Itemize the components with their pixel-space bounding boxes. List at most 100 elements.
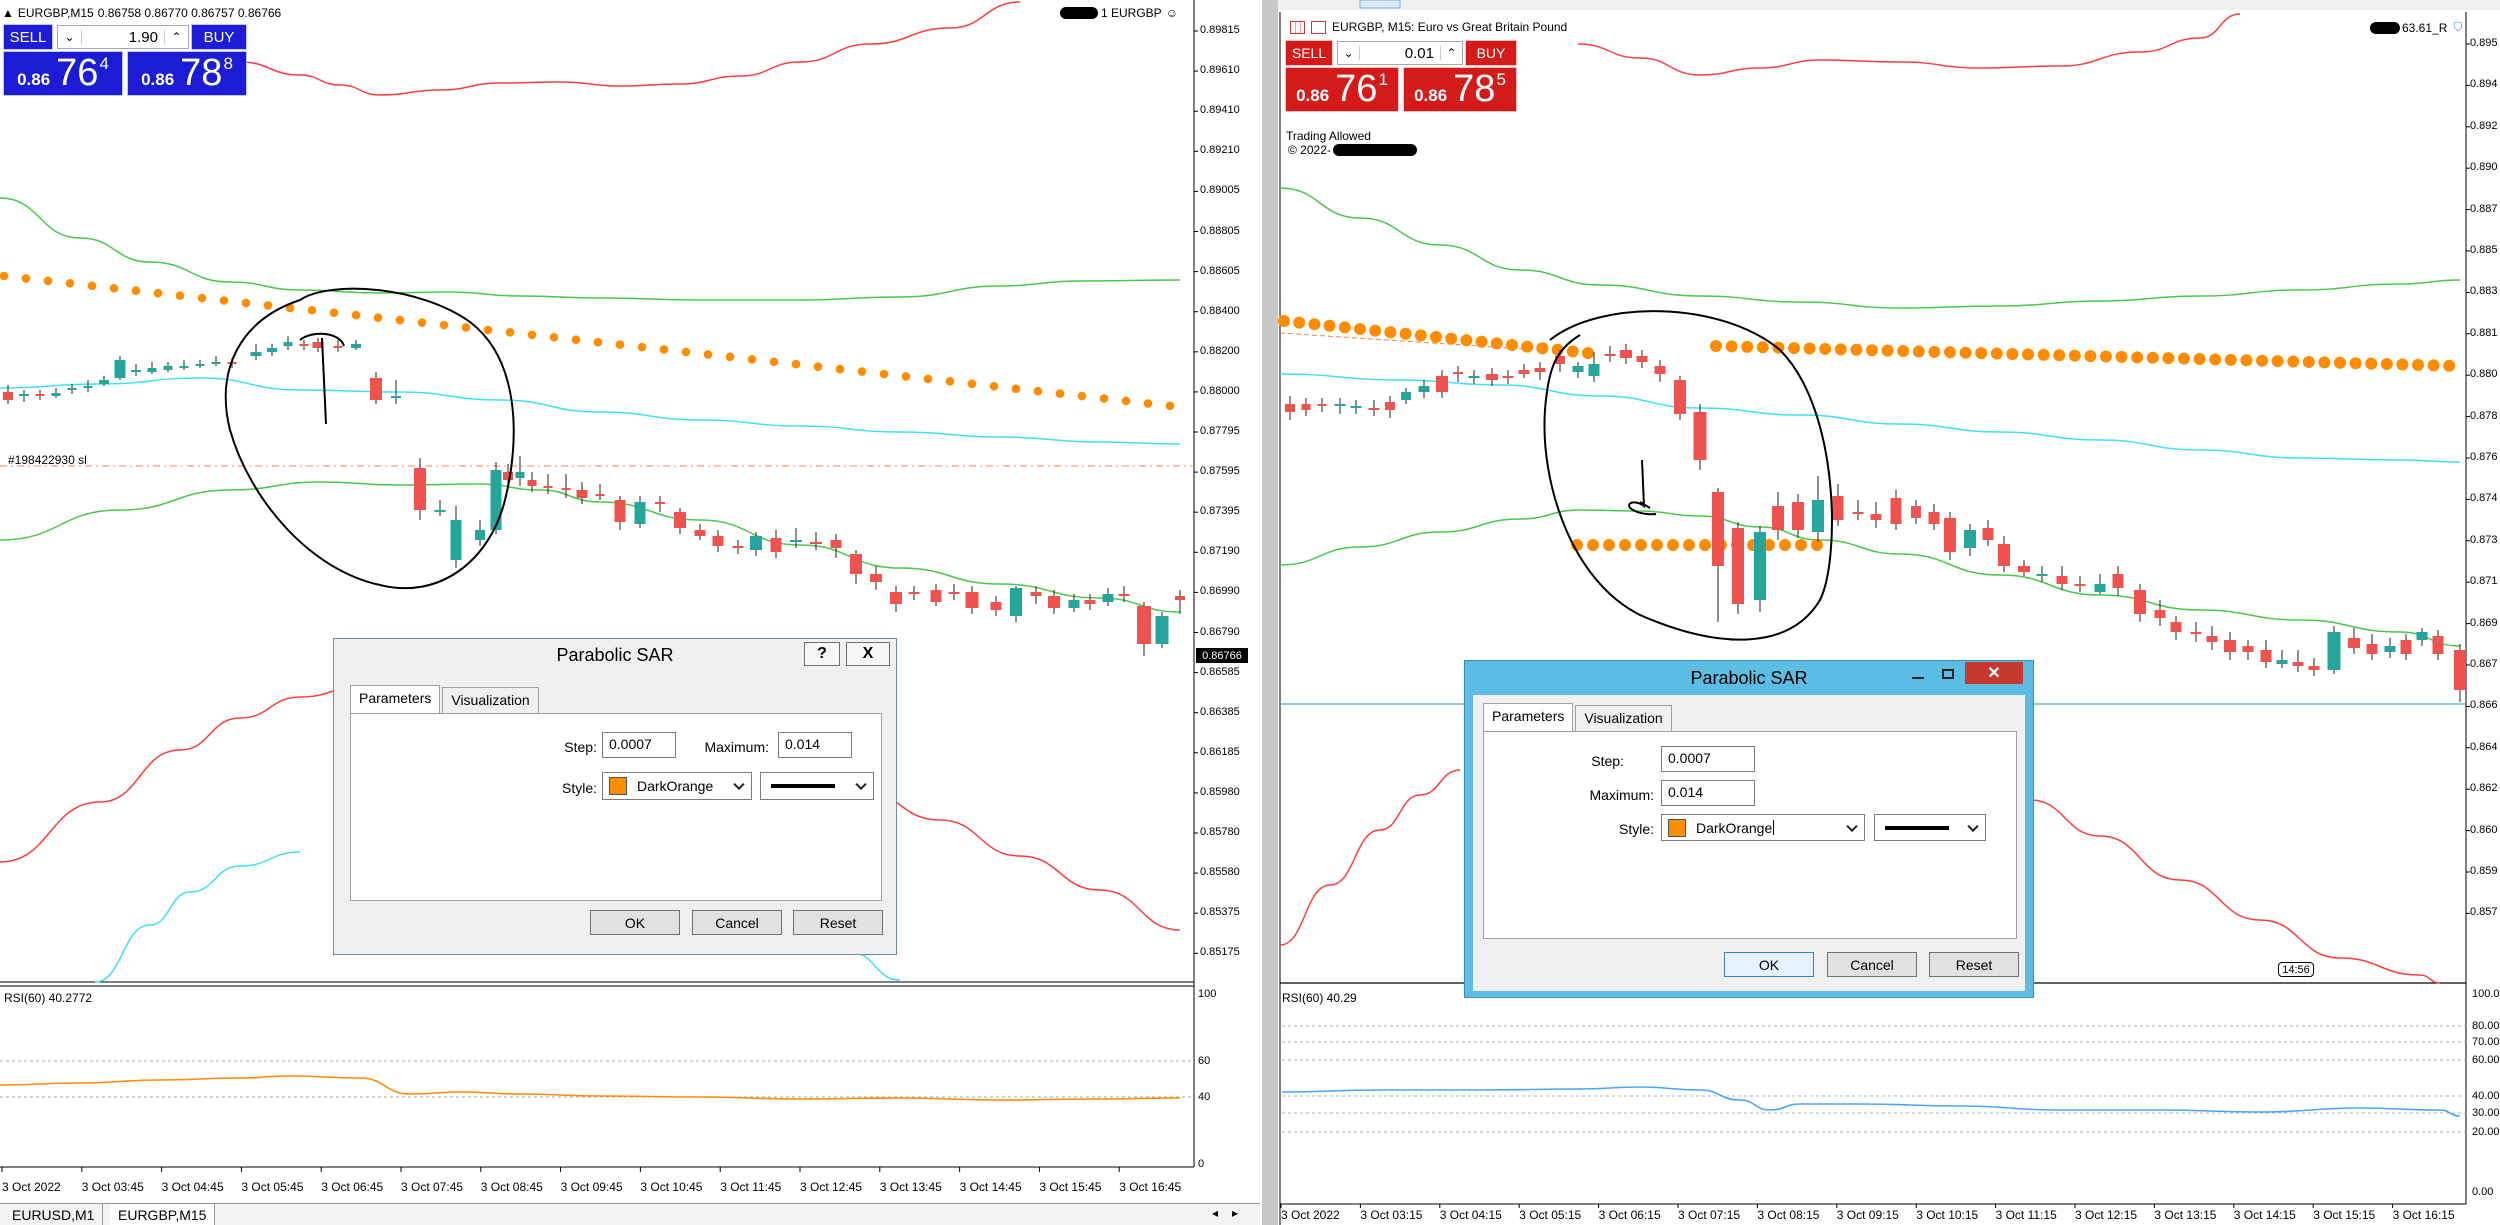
- right-dialog-titlebar[interactable]: Parabolic SAR: [1465, 661, 2033, 695]
- right-candle-body: [1604, 354, 1616, 356]
- right-lot-control[interactable]: ⌄ 0.01 ⌃: [1337, 41, 1463, 65]
- left-sell-button[interactable]: SELL: [3, 24, 53, 50]
- left-price-label: 0.87795: [1200, 425, 1240, 437]
- right-candle-body: [1502, 376, 1514, 378]
- tab-visualization[interactable]: Visualization: [442, 687, 539, 713]
- left-lot-value[interactable]: 1.90: [128, 28, 158, 46]
- right-time-label: 3 Oct 10:15: [1916, 1208, 1979, 1222]
- left-annotation-mark: [299, 332, 345, 425]
- left-sar-dot: [87, 281, 97, 291]
- right-candle-body: [1453, 372, 1463, 374]
- right-sar-dot-upper-a: [1293, 316, 1306, 329]
- tab-scroll-right-icon[interactable]: ▸: [1232, 1206, 1239, 1220]
- maximum-label: Maximum:: [1589, 787, 1654, 803]
- left-sell-price-button[interactable]: 0.86 76 4: [3, 51, 123, 96]
- left-dialog-tabs: Parameters Visualization: [350, 685, 541, 715]
- right-time-label: 3 Oct 15:15: [2313, 1208, 2376, 1222]
- right-sar-dot-upper-b: [2334, 356, 2346, 369]
- price-big: 78: [1453, 68, 1496, 110]
- right-candle-body: [1350, 406, 1362, 408]
- left-candle-body: [576, 490, 588, 498]
- right-sar-dot-upper-b: [2396, 358, 2409, 371]
- line-style-select[interactable]: [1874, 814, 1986, 841]
- left-candle-body: [930, 590, 942, 602]
- chevron-down-icon[interactable]: ⌄: [1338, 46, 1360, 60]
- color-select[interactable]: DarkOrange: [1661, 814, 1865, 841]
- cancel-button[interactable]: Cancel: [692, 910, 782, 935]
- color-select[interactable]: DarkOrange: [602, 772, 752, 800]
- left-candle-body: [1084, 600, 1096, 604]
- ok-button[interactable]: OK: [1724, 952, 1814, 977]
- minimize-button[interactable]: [1903, 663, 1933, 685]
- reset-button[interactable]: Reset: [1929, 952, 2019, 977]
- right-sar-dot-upper-a: [1582, 347, 1594, 359]
- close-button[interactable]: ✕: [1965, 662, 2023, 684]
- chevron-up-icon[interactable]: ⌃: [164, 30, 188, 44]
- tab-scroll-left-icon[interactable]: ◂: [1212, 1206, 1219, 1220]
- text-cursor: [1773, 820, 1775, 835]
- left-candle-body: [351, 344, 361, 348]
- right-sar-dot-upper-b: [1834, 343, 1847, 356]
- right-candle-body: [1732, 528, 1744, 604]
- right-time-badge: 14:56: [2278, 962, 2314, 977]
- left-sar-dot: [351, 310, 361, 320]
- right-sar-dot-upper-b: [2178, 352, 2190, 365]
- reset-button[interactable]: Reset: [793, 910, 883, 935]
- smiley-icon: ☺: [1165, 6, 1178, 20]
- maximize-button[interactable]: [1933, 663, 1963, 685]
- right-candle-body: [2366, 644, 2378, 654]
- left-sar-dot: [483, 325, 493, 335]
- chevron-down-icon[interactable]: ⌄: [58, 30, 82, 44]
- left-price-label: 0.87395: [1200, 505, 1240, 518]
- maximum-input[interactable]: 0.014: [778, 732, 852, 758]
- right-buy-price-button[interactable]: 0.86 78 5: [1403, 67, 1517, 112]
- step-input[interactable]: 0.0007: [602, 732, 676, 758]
- left-candle-body: [283, 342, 293, 346]
- right-terminal-bg: [1278, 0, 2500, 1225]
- right-account-tag: 63.61_R ⛉: [2370, 20, 2462, 35]
- right-price-label: 0.883: [2470, 285, 2498, 298]
- left-price-label: 0.89005: [1200, 184, 1240, 197]
- right-price-label: 0.895: [2470, 37, 2498, 49]
- left-dialog-titlebar[interactable]: Parabolic SAR: [334, 639, 896, 671]
- window-divider: [1262, 0, 1278, 1225]
- right-sell-price-button[interactable]: 0.86 76 1: [1285, 67, 1399, 112]
- left-lot-control[interactable]: ⌄ 1.90 ⌃: [57, 25, 189, 49]
- right-lot-value[interactable]: 0.01: [1404, 44, 1434, 62]
- tab-parameters[interactable]: Parameters: [1483, 703, 1574, 731]
- right-candle-body: [2206, 636, 2218, 642]
- tab-visualization[interactable]: Visualization: [1575, 705, 1672, 731]
- right-sar-dot-upper-b: [2240, 354, 2253, 367]
- cancel-button[interactable]: Cancel: [1827, 952, 1917, 977]
- chevron-up-icon[interactable]: ⌃: [1440, 46, 1462, 60]
- right-time-label: 3 Oct 2022: [1281, 1208, 1340, 1222]
- left-sar-dot: [593, 337, 603, 347]
- tab-eurgbp-m15[interactable]: EURGBP,M15: [110, 1204, 216, 1225]
- right-candle-body: [2170, 622, 2182, 632]
- right-sar-dot-upper-b: [2256, 354, 2268, 367]
- close-button[interactable]: X: [846, 642, 890, 666]
- maximum-input[interactable]: 0.014: [1661, 780, 1755, 806]
- left-current-price-badge: 0.86766: [1196, 648, 1248, 663]
- left-buy-price-button[interactable]: 0.86 78 8: [127, 51, 247, 96]
- left-sar-dot: [263, 301, 273, 310]
- left-sar-dot: [395, 315, 405, 325]
- left-candle-body: [99, 380, 109, 384]
- left-buy-button[interactable]: BUY: [191, 24, 247, 50]
- style-label: Style:: [1618, 821, 1654, 837]
- left-sar-dot: [989, 381, 999, 391]
- step-input[interactable]: 0.0007: [1661, 746, 1755, 772]
- right-upper-band-red: [1577, 13, 2241, 76]
- ok-button[interactable]: OK: [590, 910, 680, 935]
- right-buy-button[interactable]: BUY: [1465, 40, 1517, 66]
- tab-eurusd-m1[interactable]: EURUSD,M1: [4, 1204, 104, 1225]
- tab-parameters[interactable]: Parameters: [350, 685, 441, 713]
- left-time-label: 3 Oct 07:45: [401, 1180, 464, 1194]
- help-button[interactable]: ?: [804, 642, 840, 666]
- right-indicator-label: RSI(60) 40.29: [1282, 991, 1357, 1005]
- right-candle-body: [2242, 646, 2254, 652]
- right-sar-dot-upper-b: [2302, 355, 2315, 368]
- right-sell-button[interactable]: SELL: [1285, 40, 1333, 66]
- line-style-select[interactable]: [760, 772, 874, 800]
- left-candle-body: [790, 540, 802, 542]
